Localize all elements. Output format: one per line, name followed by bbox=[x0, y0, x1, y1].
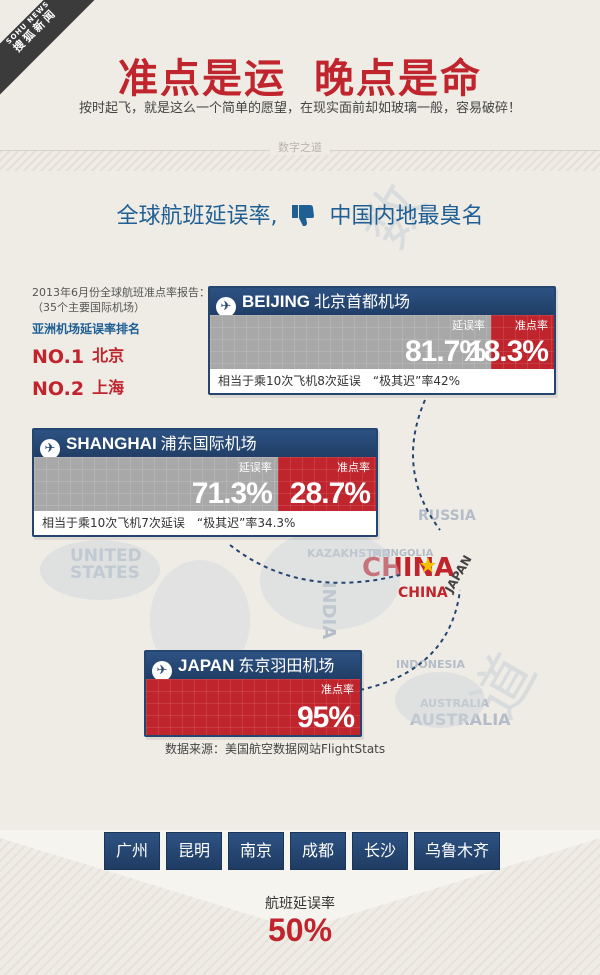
thumbs-down-icon bbox=[292, 205, 315, 226]
bottom-rate-value: 50% bbox=[267, 912, 333, 948]
airport-cn: 北京首都机场 bbox=[314, 292, 411, 311]
airport-cn: 东京羽田机场 bbox=[238, 656, 335, 675]
ontime-value: 28.7% bbox=[289, 477, 371, 510]
ontime-bar: 准点率 95% bbox=[146, 679, 360, 735]
ontime-label: 准点率 bbox=[321, 683, 354, 696]
ontime-value: 95% bbox=[296, 701, 355, 734]
rank-item: NO.1 北京 bbox=[32, 342, 124, 368]
airport-cn: 浦东国际机场 bbox=[160, 434, 257, 453]
section-title: 全球航班延误率, 中国内地最臭名 bbox=[0, 198, 600, 230]
rank-city: 上海 bbox=[92, 378, 125, 397]
airplane-icon: ✈ bbox=[216, 297, 236, 315]
delay-value: 71.3% bbox=[191, 477, 273, 510]
delay-label: 延误率 bbox=[238, 461, 272, 474]
city-tag: 长沙 bbox=[352, 832, 408, 870]
delay-label: 延误率 bbox=[452, 319, 486, 332]
delay-value: 81.7% bbox=[404, 335, 486, 368]
map-label-china-small: CHINA bbox=[398, 585, 448, 601]
card-header: ✈ JAPAN 东京羽田机场 bbox=[146, 652, 360, 679]
rate-bars: 延误率 81.7% 准点率 18.3% bbox=[210, 315, 554, 369]
city-tag: 南京 bbox=[228, 832, 284, 870]
rank-label: NO.2 bbox=[32, 378, 85, 400]
rank-city: 北京 bbox=[92, 346, 125, 365]
hatch-band bbox=[0, 151, 600, 171]
title-part-2: 晚点是命 bbox=[314, 56, 482, 102]
airport-en: BEIJING bbox=[242, 292, 311, 311]
page-subtitle: 按时起飞，就是这么一个简单的愿望，在现实面前却如玻璃一般，容易破碎！ bbox=[78, 101, 521, 116]
section-title-before: 全球航班延误率, bbox=[116, 204, 278, 229]
map-label-china: CHINA bbox=[362, 553, 455, 583]
report-note: 2013年6月份全球航班准点率报告：（35个主要国际机场） bbox=[32, 286, 210, 314]
airplane-icon: ✈ bbox=[152, 661, 172, 679]
ontime-bar: 准点率 18.3% bbox=[468, 315, 554, 369]
city-tag: 昆明 bbox=[166, 832, 222, 870]
delay-bar: 延误率 81.7% bbox=[210, 315, 492, 369]
rate-bars: 准点率 95% bbox=[146, 679, 360, 735]
airport-card-shanghai: ✈ SHANGHAI 浦东国际机场 延误率 71.3% 准点率 28.7% 相当于乘… bbox=[32, 428, 378, 537]
ontime-bar: 准点率 28.7% bbox=[277, 457, 376, 511]
star-icon bbox=[420, 557, 436, 573]
ontime-label: 准点率 bbox=[337, 461, 370, 474]
ontime-label: 准点率 bbox=[515, 319, 548, 332]
city-tag: 广州 bbox=[104, 832, 160, 870]
card-note: 相当于乘10次飞机8次延误 “极其迟”率42% bbox=[218, 374, 461, 388]
rank-title: 亚洲机场延误率排名 bbox=[32, 322, 141, 336]
card-header: ✈ SHANGHAI 浦东国际机场 bbox=[34, 430, 376, 457]
map-label-kazakhstan: KAZAKHSTAN bbox=[307, 547, 391, 560]
delay-bar: 延误率 71.3% bbox=[34, 457, 278, 511]
airport-en: SHANGHAI bbox=[66, 434, 157, 453]
rank-item: NO.2 上海 bbox=[32, 374, 124, 400]
airplane-icon: ✈ bbox=[40, 439, 60, 457]
section-title-after: 中国内地最臭名 bbox=[329, 204, 484, 229]
map-label-russia: RUSSIA bbox=[418, 508, 476, 524]
ontime-value: 18.3% bbox=[467, 335, 549, 368]
bottom-rate-label: 航班延误率 bbox=[265, 896, 335, 912]
airport-card-japan: ✈ JAPAN 东京羽田机场 准点率 95% bbox=[144, 650, 362, 737]
card-note: 相当于乘10次飞机7次延误 “极其迟”率34.3% bbox=[42, 516, 296, 530]
airport-en: JAPAN bbox=[178, 656, 235, 675]
map-label-mongolia: MONGOLIA bbox=[372, 548, 434, 559]
brand-mark: 数字之道 bbox=[270, 139, 330, 155]
rate-bars: 延误率 71.3% 准点率 28.7% bbox=[34, 457, 376, 511]
airport-card-beijing: ✈ BEIJING 北京首都机场 延误率 81.7% 准点率 18.3% 相当于乘1… bbox=[208, 286, 556, 395]
rank-label: NO.1 bbox=[32, 346, 85, 368]
city-tag: 成都 bbox=[290, 832, 346, 870]
title-part-1: 准点是运 bbox=[118, 56, 286, 102]
city-tag: 乌鲁木齐 bbox=[414, 832, 500, 870]
data-source: 数据来源：美国航空数据网站FlightStats bbox=[165, 742, 386, 756]
page-title: 准点是运 晚点是命 bbox=[0, 46, 600, 104]
card-header: ✈ BEIJING 北京首都机场 bbox=[210, 288, 554, 315]
